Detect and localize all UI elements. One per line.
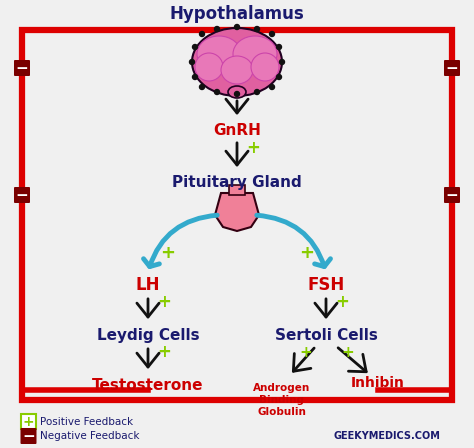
Text: −: − bbox=[16, 188, 28, 202]
Circle shape bbox=[190, 60, 194, 65]
Text: +: + bbox=[157, 343, 171, 361]
Text: Pituitary Gland: Pituitary Gland bbox=[172, 175, 302, 190]
Text: GnRH: GnRH bbox=[213, 122, 261, 138]
Text: +: + bbox=[300, 244, 315, 262]
Text: Hypothalamus: Hypothalamus bbox=[170, 5, 304, 23]
Circle shape bbox=[200, 85, 204, 90]
Circle shape bbox=[192, 74, 198, 79]
Ellipse shape bbox=[195, 53, 223, 81]
FancyBboxPatch shape bbox=[14, 60, 30, 76]
Text: Negative Feedback: Negative Feedback bbox=[40, 431, 139, 441]
Circle shape bbox=[270, 31, 274, 36]
Ellipse shape bbox=[251, 53, 279, 81]
Text: −: − bbox=[16, 60, 28, 76]
Text: Positive Feedback: Positive Feedback bbox=[40, 417, 133, 426]
Text: −: − bbox=[22, 428, 35, 444]
Circle shape bbox=[200, 31, 204, 36]
Polygon shape bbox=[215, 193, 259, 231]
Text: +: + bbox=[161, 244, 175, 262]
Ellipse shape bbox=[228, 86, 246, 98]
Text: LH: LH bbox=[136, 276, 160, 294]
FancyBboxPatch shape bbox=[20, 428, 36, 444]
Text: Sertoli Cells: Sertoli Cells bbox=[274, 327, 377, 343]
Ellipse shape bbox=[221, 56, 253, 84]
Text: FSH: FSH bbox=[307, 276, 345, 294]
Text: +: + bbox=[335, 293, 349, 311]
Ellipse shape bbox=[192, 28, 282, 96]
Text: +: + bbox=[246, 139, 260, 157]
Bar bbox=[229, 185, 245, 195]
FancyBboxPatch shape bbox=[444, 60, 460, 76]
Circle shape bbox=[192, 44, 198, 49]
Text: +: + bbox=[157, 293, 171, 311]
Circle shape bbox=[215, 90, 219, 95]
Circle shape bbox=[276, 44, 282, 49]
Text: +: + bbox=[342, 345, 355, 359]
Circle shape bbox=[255, 90, 259, 95]
Circle shape bbox=[255, 26, 259, 31]
Text: GEEKYMEDICS.COM: GEEKYMEDICS.COM bbox=[333, 431, 440, 441]
Text: −: − bbox=[446, 60, 458, 76]
Text: Inhibin: Inhibin bbox=[351, 376, 405, 390]
FancyBboxPatch shape bbox=[14, 187, 30, 203]
Text: −: − bbox=[446, 188, 458, 202]
Circle shape bbox=[215, 26, 219, 31]
Circle shape bbox=[235, 91, 239, 96]
Ellipse shape bbox=[233, 36, 277, 72]
FancyBboxPatch shape bbox=[21, 414, 36, 429]
Ellipse shape bbox=[197, 36, 241, 72]
FancyBboxPatch shape bbox=[444, 187, 460, 203]
Text: Androgen
Binding
Globulin: Androgen Binding Globulin bbox=[254, 383, 310, 418]
Circle shape bbox=[270, 85, 274, 90]
Circle shape bbox=[280, 60, 284, 65]
Text: Leydig Cells: Leydig Cells bbox=[97, 327, 199, 343]
Text: +: + bbox=[23, 414, 34, 428]
Text: Testosterone: Testosterone bbox=[92, 378, 204, 392]
Circle shape bbox=[276, 74, 282, 79]
Text: +: + bbox=[300, 345, 312, 359]
Circle shape bbox=[235, 25, 239, 30]
